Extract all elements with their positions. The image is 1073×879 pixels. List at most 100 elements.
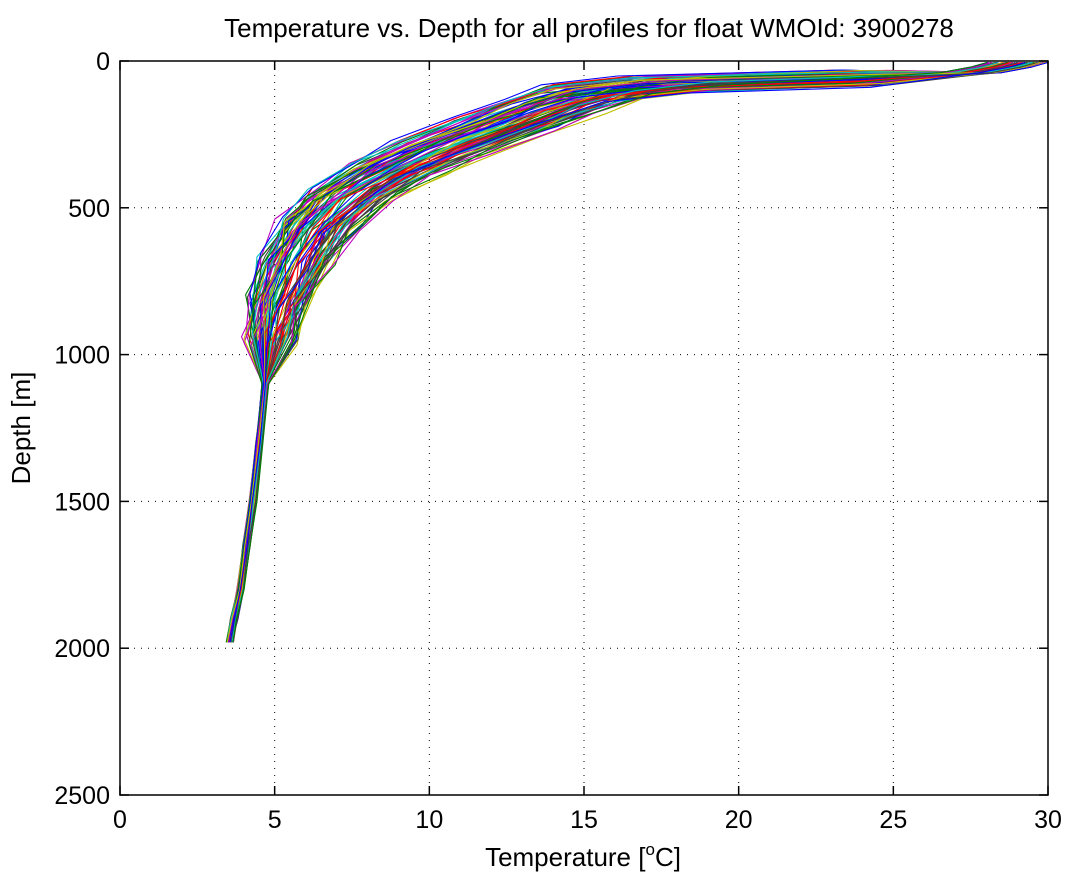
profile-line xyxy=(230,61,1031,643)
profile-line xyxy=(231,61,1013,643)
profile-line xyxy=(227,61,1035,643)
profile-line xyxy=(227,61,1018,643)
x-tick-labels: 0 5 10 15 20 25 30 xyxy=(113,806,1062,834)
y-tick-label: 2500 xyxy=(54,782,110,810)
profile-line xyxy=(226,61,1047,643)
profile-line xyxy=(230,61,1014,643)
profile-line xyxy=(227,61,1048,643)
y-tick-label: 500 xyxy=(68,195,110,223)
profile-line xyxy=(232,61,1044,643)
profile-line xyxy=(226,61,1007,643)
profile-line xyxy=(231,61,1048,643)
profile-line xyxy=(231,61,1032,643)
profile-line xyxy=(227,61,992,643)
profile-line xyxy=(230,61,1009,643)
profile-line xyxy=(230,61,1022,643)
profile-line xyxy=(231,61,989,643)
profile-line xyxy=(227,61,1033,643)
profile-line xyxy=(229,61,1011,643)
profile-line xyxy=(230,61,995,643)
y-tick-label: 1000 xyxy=(54,342,110,370)
profile-line xyxy=(228,61,1040,643)
profile-line xyxy=(229,61,1018,643)
profile-line xyxy=(230,61,1026,643)
profile-line xyxy=(229,61,988,643)
profile-line xyxy=(229,61,999,643)
profile-line xyxy=(230,61,988,643)
profile-line xyxy=(226,61,1007,643)
y-tick-label: 0 xyxy=(96,48,110,76)
profile-line xyxy=(228,61,988,643)
profile-line xyxy=(229,61,990,643)
y-tick-label: 2000 xyxy=(54,635,110,663)
x-tick-label: 30 xyxy=(1034,806,1062,834)
profile-line xyxy=(230,61,1028,643)
chart-title: Temperature vs. Depth for all profiles f… xyxy=(224,13,954,43)
profile-line xyxy=(230,61,1008,643)
profile-line xyxy=(227,61,1045,643)
profile-line xyxy=(228,61,1025,643)
profile-lines xyxy=(225,61,1048,643)
profile-line xyxy=(229,61,1026,643)
profile-line xyxy=(227,61,992,643)
profile-line xyxy=(230,61,1038,643)
profile-line xyxy=(226,61,999,643)
x-axis-label-main: Temperature [ xyxy=(485,842,646,872)
profile-line xyxy=(227,61,990,643)
profile-line xyxy=(226,61,1041,643)
x-axis-label-suffix: C] xyxy=(655,842,681,872)
profile-line xyxy=(229,61,1046,643)
profile-line xyxy=(226,61,1008,643)
profile-line xyxy=(230,61,1027,643)
profile-line xyxy=(231,61,1035,643)
profile-line xyxy=(230,61,998,643)
profile-line xyxy=(226,61,1031,643)
profile-line xyxy=(226,61,1006,643)
profile-line xyxy=(226,61,996,643)
profile-line xyxy=(232,61,1014,643)
profile-line xyxy=(227,61,992,643)
profile-line xyxy=(227,61,1028,643)
x-axis-label: Temperature [oC] xyxy=(485,840,681,872)
profile-line xyxy=(227,61,1004,643)
profile-line xyxy=(231,61,997,643)
profile-line xyxy=(226,61,1042,643)
profile-line xyxy=(231,61,1020,643)
profile-line xyxy=(231,61,1031,643)
x-tick-label: 5 xyxy=(268,806,282,834)
y-tick-label: 1500 xyxy=(54,488,110,516)
profile-line xyxy=(226,61,993,643)
profile-line xyxy=(226,61,1004,643)
y-tick-labels: 0 500 1000 1500 2000 2500 xyxy=(54,48,110,810)
profile-line xyxy=(227,61,1009,643)
profile-line xyxy=(232,61,998,643)
y-axis-label: Depth [m] xyxy=(6,372,36,485)
profile-line xyxy=(232,61,988,643)
profile-line xyxy=(230,61,1022,643)
profile-line xyxy=(231,61,1028,643)
profile-line xyxy=(229,61,1026,643)
profile-line xyxy=(229,61,988,643)
profile-line xyxy=(229,61,1038,643)
x-tick-label: 15 xyxy=(570,806,598,834)
profile-line xyxy=(229,61,995,643)
profile-line xyxy=(230,61,1046,643)
profile-line xyxy=(229,61,1023,643)
profile-line xyxy=(229,61,988,643)
profile-line xyxy=(227,61,1039,643)
x-tick-label: 20 xyxy=(725,806,753,834)
x-tick-label: 25 xyxy=(879,806,907,834)
profile-line xyxy=(230,61,1013,643)
profile-line xyxy=(230,61,1023,643)
profile-line xyxy=(227,61,1035,643)
profile-line xyxy=(226,61,1007,643)
profile-line xyxy=(230,61,1009,643)
x-tick-label: 10 xyxy=(415,806,443,834)
profile-line xyxy=(228,61,1033,643)
profile-line xyxy=(226,61,1043,643)
profile-line xyxy=(229,61,1041,643)
profile-line xyxy=(228,61,1003,643)
profile-line xyxy=(228,61,1044,643)
profile-line xyxy=(227,61,1048,643)
